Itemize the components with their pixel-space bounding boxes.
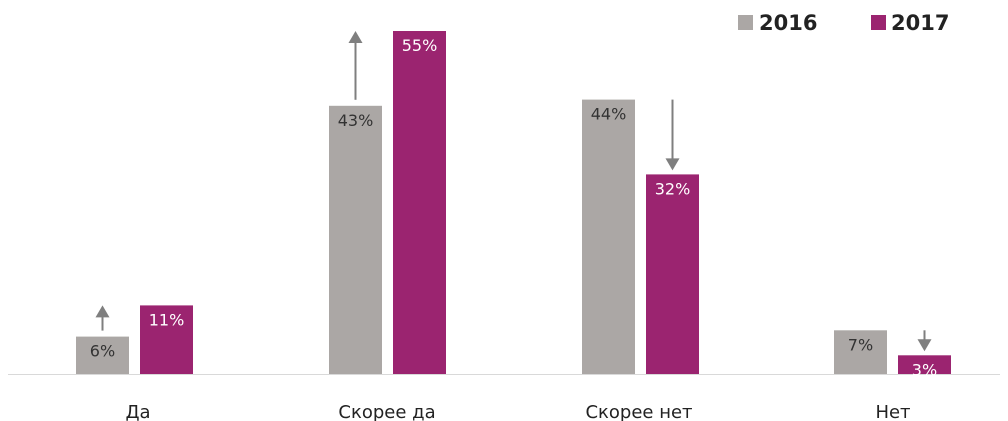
legend-swatch-2016 <box>738 15 753 30</box>
bar-2017-3 <box>898 355 951 374</box>
category-label-net: Нет <box>875 402 910 421</box>
category-label-skoree-da: Скорее да <box>338 402 435 421</box>
bars-group: 6% 43% 44% 7% 11% 55% 32% 3% <box>76 31 951 379</box>
bar-2016-0 <box>76 336 129 374</box>
legend-swatch-2017 <box>871 15 886 30</box>
category-label-da: Да <box>125 402 150 421</box>
bar-value-label-2017-0: 11% <box>149 310 185 329</box>
bar-2017-0 <box>140 305 193 374</box>
bar-value-label-2016-2: 44% <box>591 105 627 124</box>
trend-arrow-down-2 <box>665 99 680 171</box>
trend-arrow-down-3 <box>917 330 932 352</box>
legend-label-2016: 2016 <box>759 11 817 35</box>
trend-arrow-up-0 <box>95 305 110 331</box>
category-labels: Да Скорее да Скорее нет Нет <box>125 402 910 421</box>
bar-value-label-2016-1: 43% <box>338 111 374 130</box>
bar-2017-2 <box>646 174 699 374</box>
bar-2017-1 <box>393 31 446 374</box>
bar-value-label-2017-3: 3% <box>912 360 937 379</box>
trend-arrow-up-1 <box>348 31 363 100</box>
bar-2016-3 <box>834 330 887 374</box>
bar-value-label-2016-3: 7% <box>848 335 873 354</box>
bar-2016-1 <box>329 105 382 375</box>
bar-value-label-2017-2: 32% <box>655 179 691 198</box>
legend: 2016 2017 <box>738 11 949 35</box>
category-label-skoree-net: Скорее нет <box>585 402 692 421</box>
trend-arrows-group <box>95 31 932 352</box>
bar-value-label-2017-1: 55% <box>402 36 438 55</box>
bar-2016-2 <box>582 99 635 374</box>
bar-value-label-2016-0: 6% <box>90 342 115 361</box>
legend-label-2017: 2017 <box>891 11 949 35</box>
